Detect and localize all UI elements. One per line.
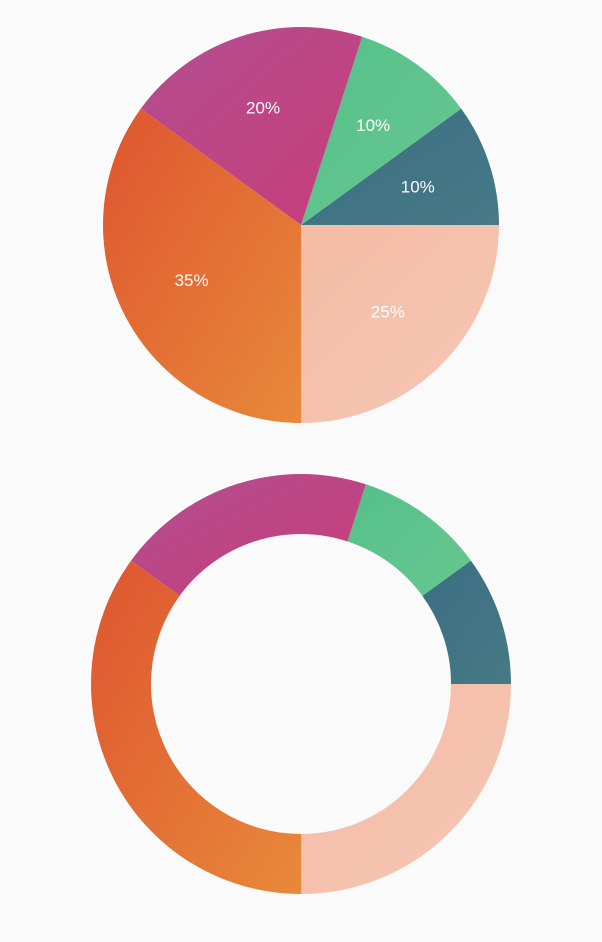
pie-slice-label-5: 25% bbox=[371, 302, 405, 321]
pie-slice-3[interactable] bbox=[140, 27, 363, 226]
donut-chart bbox=[91, 474, 511, 894]
pie-slice-label-3: 20% bbox=[246, 99, 280, 118]
pie-slice-label-2: 10% bbox=[356, 116, 390, 135]
donut-segment-3[interactable] bbox=[131, 474, 366, 596]
pie-slice-4[interactable] bbox=[102, 108, 302, 423]
pie-slice-5[interactable] bbox=[301, 225, 499, 423]
pie-slice-2[interactable] bbox=[301, 36, 462, 225]
pie-chart: 10% 10% 20% 35% 25% bbox=[102, 27, 499, 423]
pie-slice-1[interactable] bbox=[301, 108, 499, 225]
donut-segment-2[interactable] bbox=[347, 484, 471, 596]
pie-slice-label-4: 35% bbox=[175, 271, 209, 290]
pie-slice-label-1: 10% bbox=[401, 178, 435, 197]
donut-segment-5[interactable] bbox=[301, 684, 511, 894]
donut-segment-4[interactable] bbox=[91, 560, 301, 894]
donut-segment-1[interactable] bbox=[422, 560, 511, 684]
